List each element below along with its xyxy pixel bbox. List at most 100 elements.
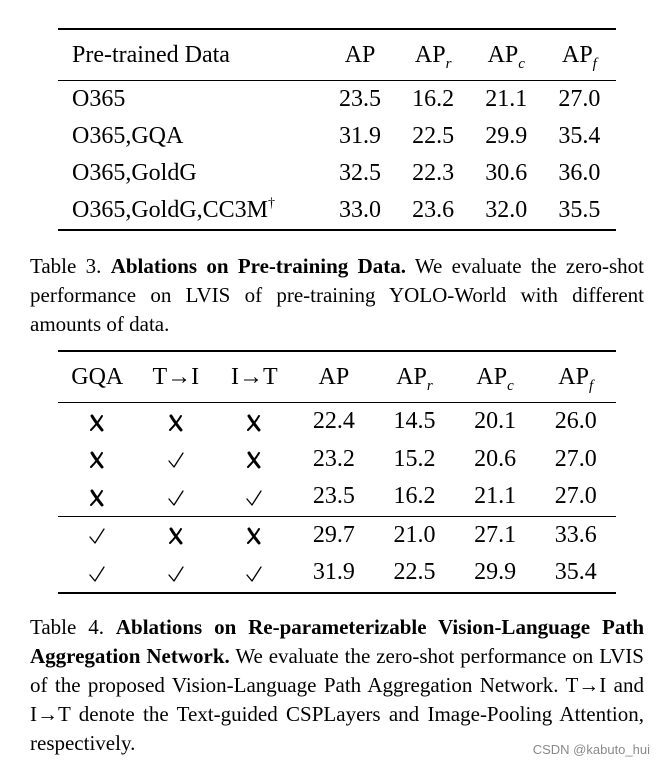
cell-gqa — [58, 403, 137, 441]
cell-ap: 31.9 — [294, 554, 375, 593]
cell-apc: 29.9 — [455, 554, 536, 593]
caption-label: Table 3. — [30, 254, 101, 278]
cell-apc: 32.0 — [470, 192, 543, 230]
table-4: GQA T→I I→T AP APr APc APf 22.4 14.5 20.… — [58, 350, 616, 594]
col-header-apr: APr — [397, 29, 470, 81]
cell-apf: 27.0 — [535, 478, 616, 516]
cell-ap: 33.0 — [324, 192, 397, 230]
cell-apc: 20.1 — [455, 403, 536, 441]
cell-data: O365,GoldG — [58, 155, 324, 192]
check-icon — [244, 488, 264, 508]
cell-i2t — [215, 441, 294, 479]
cell-ap: 23.5 — [294, 478, 375, 516]
table-4-caption: Table 4. Ablations on Re-parameterizable… — [30, 613, 644, 758]
table-3: Pre-trained Data AP APr APc APf O365 23.… — [58, 28, 616, 231]
table-4-header-row: GQA T→I I→T AP APr APc APf — [58, 351, 616, 403]
cell-data: O365,GoldG,CC3M† — [58, 192, 324, 230]
cell-apf: 27.0 — [535, 441, 616, 479]
check-icon — [166, 488, 186, 508]
table-3-header-row: Pre-trained Data AP APr APc APf — [58, 29, 616, 81]
col-header-t2i: T→I — [137, 351, 216, 403]
cell-apr: 23.6 — [397, 192, 470, 230]
table-3-caption: Table 3. Ablations on Pre-training Data.… — [30, 252, 644, 339]
table-row: 23.5 16.2 21.1 27.0 — [58, 478, 616, 516]
cell-apf: 33.6 — [535, 516, 616, 554]
cell-apf: 36.0 — [543, 155, 616, 192]
cell-apr: 16.2 — [397, 81, 470, 119]
cross-icon — [244, 413, 264, 433]
table-row: 23.2 15.2 20.6 27.0 — [58, 441, 616, 479]
col-header-apc: APc — [470, 29, 543, 81]
cell-ap: 29.7 — [294, 516, 375, 554]
table-row: O365,GoldG 32.5 22.3 30.6 36.0 — [58, 155, 616, 192]
cell-apf: 26.0 — [535, 403, 616, 441]
col-header-ap: AP — [294, 351, 375, 403]
table-row: 22.4 14.5 20.1 26.0 — [58, 403, 616, 441]
cell-gqa — [58, 516, 137, 554]
cell-apr: 22.3 — [397, 155, 470, 192]
col-header-ap: AP — [324, 29, 397, 81]
col-header-apf: APf — [535, 351, 616, 403]
cell-t2i — [137, 554, 216, 593]
cell-ap: 31.9 — [324, 118, 397, 155]
cell-apc: 21.1 — [455, 478, 536, 516]
check-icon — [244, 564, 264, 584]
cell-apc: 30.6 — [470, 155, 543, 192]
cross-icon — [166, 413, 186, 433]
cell-t2i — [137, 403, 216, 441]
cell-apc: 20.6 — [455, 441, 536, 479]
caption-title: Ablations on Pre-training Data. — [111, 254, 406, 278]
watermark: CSDN @kabuto_hui — [533, 742, 650, 757]
cell-apf: 35.4 — [543, 118, 616, 155]
table-row: 29.7 21.0 27.1 33.6 — [58, 516, 616, 554]
cell-apf: 27.0 — [543, 81, 616, 119]
cell-apr: 15.2 — [374, 441, 455, 479]
table-row: O365 23.5 16.2 21.1 27.0 — [58, 81, 616, 119]
col-header-i2t: I→T — [215, 351, 294, 403]
cell-gqa — [58, 441, 137, 479]
cell-gqa — [58, 554, 137, 593]
cross-icon — [87, 413, 107, 433]
check-icon — [166, 450, 186, 470]
check-icon — [87, 564, 107, 584]
cross-icon — [87, 450, 107, 470]
cell-ap: 23.2 — [294, 441, 375, 479]
cross-icon — [87, 488, 107, 508]
cell-apr: 22.5 — [374, 554, 455, 593]
cell-ap: 23.5 — [324, 81, 397, 119]
check-icon — [87, 526, 107, 546]
cell-t2i — [137, 516, 216, 554]
cell-data: O365 — [58, 81, 324, 119]
cell-i2t — [215, 554, 294, 593]
cell-apc: 21.1 — [470, 81, 543, 119]
table-row: 31.9 22.5 29.9 35.4 — [58, 554, 616, 593]
cell-data: O365,GQA — [58, 118, 324, 155]
cell-apr: 14.5 — [374, 403, 455, 441]
col-header-apc: APc — [455, 351, 536, 403]
cell-ap: 32.5 — [324, 155, 397, 192]
cell-apf: 35.4 — [535, 554, 616, 593]
cell-i2t — [215, 516, 294, 554]
col-header-pretrained-data: Pre-trained Data — [58, 29, 324, 81]
cross-icon — [244, 526, 264, 546]
col-header-apf: APf — [543, 29, 616, 81]
table-row: O365,GQA 31.9 22.5 29.9 35.4 — [58, 118, 616, 155]
cell-apr: 16.2 — [374, 478, 455, 516]
cell-i2t — [215, 403, 294, 441]
cross-icon — [244, 450, 264, 470]
cell-t2i — [137, 478, 216, 516]
caption-label: Table 4. — [30, 615, 104, 639]
col-header-apr: APr — [374, 351, 455, 403]
cell-apr: 21.0 — [374, 516, 455, 554]
cell-apr: 22.5 — [397, 118, 470, 155]
cell-gqa — [58, 478, 137, 516]
cell-apc: 29.9 — [470, 118, 543, 155]
cross-icon — [166, 526, 186, 546]
cell-apf: 35.5 — [543, 192, 616, 230]
cell-i2t — [215, 478, 294, 516]
cell-apc: 27.1 — [455, 516, 536, 554]
check-icon — [166, 564, 186, 584]
cell-ap: 22.4 — [294, 403, 375, 441]
cell-t2i — [137, 441, 216, 479]
table-row: O365,GoldG,CC3M† 33.0 23.6 32.0 35.5 — [58, 192, 616, 230]
